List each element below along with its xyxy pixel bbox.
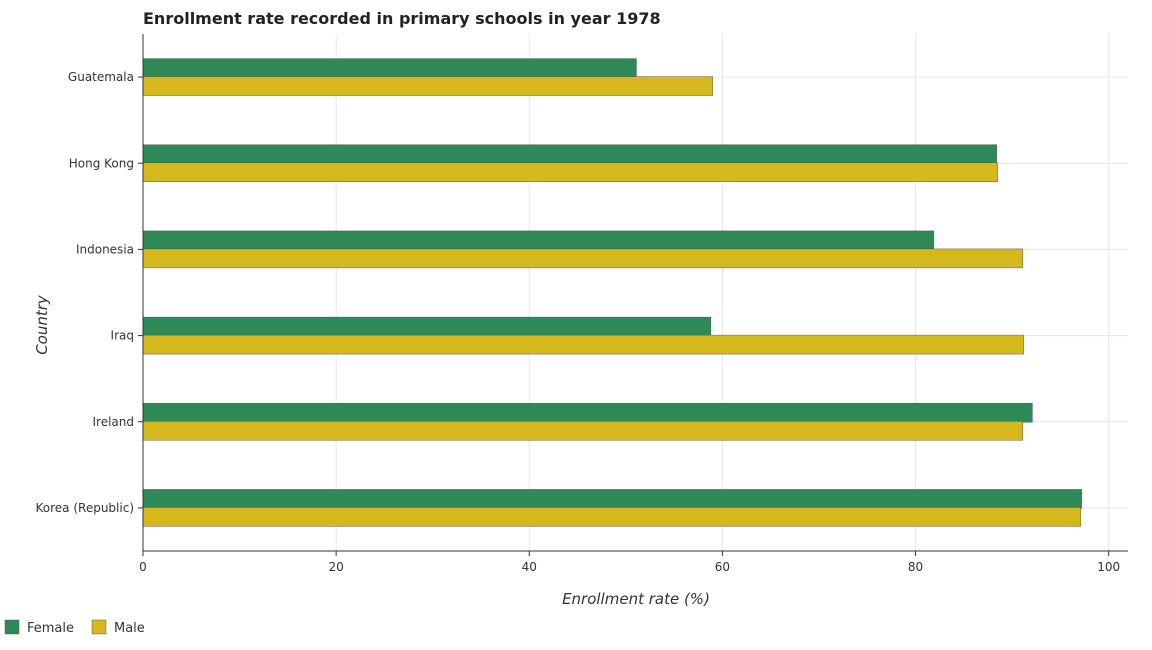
bar-female-korea-republic: [142, 489, 1082, 509]
bars: [142, 58, 1082, 527]
x-tick-label: 100: [1097, 560, 1120, 574]
legend: Female Male: [4, 619, 145, 636]
grid: [142, 34, 1128, 551]
y-tick-label: Indonesia: [76, 242, 134, 256]
x-tick-label: 80: [908, 560, 923, 574]
y-tick-label: Guatemala: [68, 70, 134, 84]
bar-male-ireland: [142, 421, 1023, 441]
x-tick-label: 60: [715, 560, 730, 574]
bar-female-indonesia: [142, 230, 935, 251]
bar-female-hong-kong: [142, 144, 997, 164]
x-tick-label: 0: [139, 560, 147, 574]
y-tick-label: Korea (Republic): [36, 501, 134, 515]
legend-swatch-female: [4, 619, 20, 635]
x-tick-label: 20: [328, 560, 343, 574]
bar-male-korea-republic: [142, 507, 1081, 527]
legend-swatch-male: [91, 619, 107, 635]
axes: 0 20 40 60 80 100 Guatemala Hong Kong Indonesia I…: [36, 34, 1128, 574]
bar-male-guatemala: [142, 76, 713, 96]
y-tick-label: Hong Kong: [69, 156, 134, 170]
bar-male-hong-kong: [142, 162, 998, 182]
bar-female-iraq: [142, 316, 712, 337]
chart-title: Enrollment rate recorded in primary scho…: [143, 9, 661, 28]
y-tick-label: Ireland: [92, 415, 134, 429]
bar-female-ireland: [142, 403, 1033, 423]
legend-label-female: Female: [27, 621, 74, 636]
x-axis-label: Enrollment rate (%): [562, 590, 710, 608]
legend-label-male: Male: [114, 621, 145, 636]
y-tick-label: Iraq: [111, 329, 134, 343]
bar-male-indonesia: [142, 248, 1023, 269]
bar-male-iraq: [142, 334, 1024, 355]
y-axis-label: Country: [33, 294, 51, 355]
x-tick-label: 40: [522, 560, 537, 574]
bar-female-guatemala: [142, 58, 637, 78]
